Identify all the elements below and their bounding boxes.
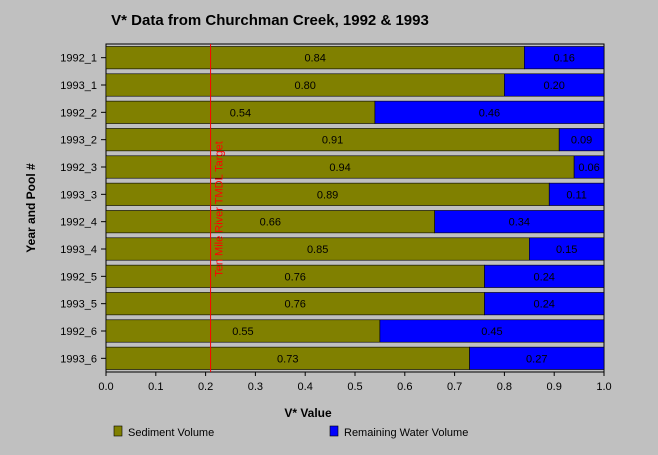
x-tick-label: 0.9 (547, 381, 562, 393)
bar-label-water-1993_5: 0.24 (534, 299, 555, 311)
bar-label-water-1993_6: 0.27 (526, 353, 547, 365)
bar-label-sediment-1992_4: 0.66 (260, 217, 281, 229)
bar-label-water-1992_3: 0.06 (578, 162, 599, 174)
y-tick-label: 1993_6 (60, 353, 97, 365)
y-tick-label: 1992_4 (60, 217, 97, 229)
bar-label-sediment-1992_3: 0.94 (329, 162, 350, 174)
x-tick-labels: 0.0 0.1 0.2 0.3 0.4 0.5 0.6 0.7 0.8 0.9 1.0 (98, 372, 612, 393)
bar-label-water-1993_3: 0.11 (566, 189, 587, 201)
x-tick-label: 0.7 (447, 381, 462, 393)
legend-swatch-water (329, 425, 339, 437)
bar-water-1993_4 (528, 237, 605, 261)
bar-label-sediment-1993_5: 0.76 (285, 299, 306, 311)
bars-layer (105, 46, 605, 370)
bar-label-sediment-1993_4: 0.85 (307, 244, 328, 256)
x-axis-label: V* Value (284, 406, 332, 420)
y-tick-labels: 1992_1 1993_1 1992_2 1993_2 1992_3 1993_3 1992… (60, 53, 106, 365)
bar-label-water-1992_1: 0.16 (553, 53, 574, 65)
x-tick-label: 0.0 (98, 381, 113, 393)
bar-water-1993_2 (558, 128, 605, 152)
reference-line-layer: Ten Mile River TMDL Target (210, 44, 226, 372)
x-tick-label: 0.8 (497, 381, 512, 393)
bar-label-sediment-1992_5: 0.76 (285, 271, 306, 283)
bar-label-water-1993_1: 0.20 (543, 80, 564, 92)
x-tick-label: 1.0 (596, 381, 611, 393)
bar-water-1992_6 (379, 319, 605, 343)
plot-area (105, 43, 605, 373)
y-tick-label: 1992_6 (60, 326, 97, 338)
legend-label-water: Remaining Water Volume (344, 427, 468, 439)
bar-water-1992_5 (484, 264, 605, 288)
bar-label-sediment-1993_1: 0.80 (294, 80, 315, 92)
bar-labels-layer: 0.84 0.16 0.80 0.20 0.54 0.46 0.91 0.09 0.94 0.06… (230, 53, 600, 366)
y-tick-label: 1992_1 (60, 53, 97, 65)
bar-water-1993_6 (469, 346, 605, 370)
x-tick-label: 0.4 (298, 381, 313, 393)
x-tick-label: 0.5 (347, 381, 362, 393)
bar-water-1992_1 (524, 46, 605, 70)
bar-water-1992_3 (573, 155, 605, 179)
legend-label-sediment: Sediment Volume (128, 427, 214, 439)
legend-swatch-sediment (113, 425, 123, 437)
y-tick-label: 1992_3 (60, 162, 97, 174)
bar-water-1992_4 (434, 210, 605, 234)
bar-label-sediment-1992_2: 0.54 (230, 107, 251, 119)
y-axis-label: Year and Pool # (24, 163, 38, 253)
bar-label-water-1993_2: 0.09 (571, 135, 592, 147)
bar-label-sediment-1993_3: 0.89 (317, 189, 338, 201)
y-tick-label: 1993_1 (60, 80, 97, 92)
y-tick-label: 1993_3 (60, 189, 97, 201)
x-tick-label: 0.6 (397, 381, 412, 393)
bar-label-sediment-1992_1: 0.84 (304, 53, 325, 65)
bar-water-1993_5 (484, 292, 605, 316)
bar-label-sediment-1992_6: 0.55 (232, 326, 253, 338)
bar-label-water-1992_6: 0.45 (481, 326, 502, 338)
bar-water-1992_2 (374, 100, 605, 124)
bar-label-water-1992_2: 0.46 (479, 107, 500, 119)
bar-label-water-1992_4: 0.34 (509, 217, 530, 229)
y-tick-label: 1993_2 (60, 135, 97, 147)
y-tick-label: 1993_4 (60, 244, 97, 256)
reference-line-label: Ten Mile River TMDL Target (214, 141, 226, 277)
x-tick-label: 0.2 (198, 381, 213, 393)
y-tick-label: 1992_2 (60, 107, 97, 119)
bar-label-sediment-1993_6: 0.73 (277, 353, 298, 365)
x-tick-label: 0.3 (248, 381, 263, 393)
legend: Sediment Volume Remaining Water Volume (113, 425, 468, 439)
bar-label-water-1992_5: 0.24 (534, 271, 555, 283)
y-tick-label: 1993_5 (60, 299, 97, 311)
y-tick-label: 1992_5 (60, 271, 97, 283)
bar-water-1993_3 (548, 182, 605, 206)
x-tick-label: 0.1 (148, 381, 163, 393)
bar-label-sediment-1993_2: 0.91 (322, 135, 343, 147)
chart-title: V* Data from Churchman Creek, 1992 & 199… (111, 12, 429, 29)
bar-water-1993_1 (504, 73, 605, 97)
bar-label-water-1993_4: 0.15 (556, 244, 577, 256)
